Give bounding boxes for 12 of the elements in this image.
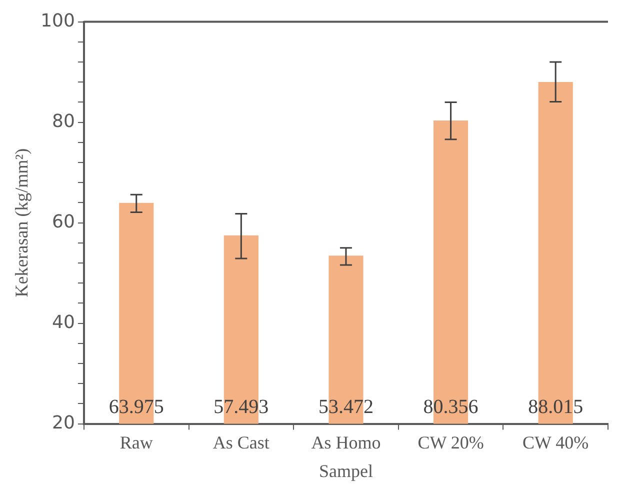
y-tick-label: 40 <box>52 312 75 333</box>
y-axis-title: Kekerasan (kg/mm²) <box>12 148 32 298</box>
y-tick-label: 80 <box>52 110 75 132</box>
x-tick-label: As Cast <box>212 432 270 452</box>
x-tick-label: CW 40% <box>522 432 589 452</box>
y-tick-label: 100 <box>40 10 75 32</box>
x-tick-label: Raw <box>120 432 153 452</box>
x-axis-title: Sampel <box>318 460 373 481</box>
y-tick-label: 60 <box>52 211 75 232</box>
x-tick-label: As Homo <box>311 432 381 452</box>
x-tick-label: CW 20% <box>418 432 484 452</box>
y-tick-label: 20 <box>52 412 75 434</box>
